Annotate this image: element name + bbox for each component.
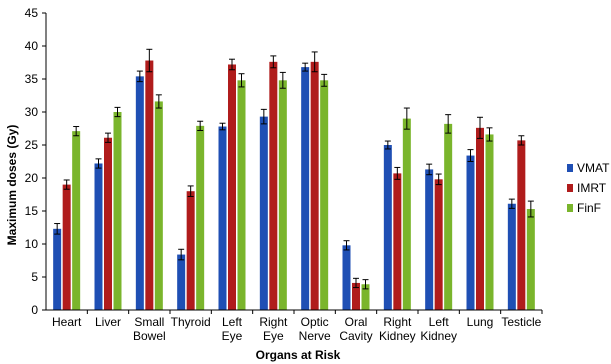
legend-label-vmat: VMAT	[577, 161, 610, 175]
x-tick-label: Liver	[95, 315, 121, 329]
bar-imrt	[62, 184, 71, 310]
bar-vmat	[342, 245, 351, 310]
bar-vmat	[259, 116, 268, 311]
legend-swatch-finf	[567, 204, 573, 212]
bar-imrt	[145, 60, 154, 310]
bar-imrt	[186, 191, 195, 310]
x-tick-label: Testicle	[501, 315, 541, 329]
x-axis-ticks: Heart Liver Small Bowel Thyroid Left Eye Right E…	[52, 310, 543, 343]
bar-vmat	[94, 163, 103, 310]
bar-imrt	[393, 173, 402, 310]
x-tick-label: Heart	[52, 315, 82, 329]
bar-finf	[278, 80, 287, 310]
bar-finf	[196, 125, 205, 310]
bar-finf	[154, 101, 163, 310]
bar-finf	[72, 131, 81, 310]
bar-imrt	[104, 137, 112, 310]
bar-vmat	[53, 228, 62, 310]
legend-label-finf: FinF	[577, 201, 601, 215]
legend-label-imrt: IMRT	[577, 181, 607, 195]
bar-finf	[444, 123, 453, 310]
y-tick-label: 0	[31, 303, 38, 317]
legend-swatch-imrt	[567, 184, 573, 192]
y-axis-ticks: 0 5 10 15 20 25 30 35 40 45	[25, 6, 46, 317]
y-tick-label: 30	[25, 105, 39, 119]
y-tick-label: 35	[25, 72, 39, 86]
x-tick-label: Left Kidney	[420, 315, 457, 343]
y-tick-label: 25	[25, 138, 39, 152]
bar-vmat	[177, 254, 186, 310]
bars	[53, 60, 535, 311]
x-tick-label: Lung	[467, 315, 494, 329]
bar-finf	[237, 80, 246, 310]
bar-imrt	[228, 64, 236, 310]
bar-imrt	[352, 282, 360, 310]
bar-finf	[361, 284, 370, 310]
bar-finf	[485, 134, 494, 310]
bar-vmat	[507, 203, 516, 310]
x-axis-title: Organs at Risk	[256, 348, 341, 362]
bar-vmat	[425, 169, 434, 310]
bar-imrt	[434, 179, 443, 310]
bar-vmat	[135, 76, 144, 310]
bar-finf	[526, 209, 535, 310]
x-tick-label: Oral Cavity	[339, 315, 372, 343]
bar-vmat	[383, 145, 392, 310]
bar-imrt	[517, 140, 526, 310]
bar-finf	[320, 80, 329, 310]
x-tick-label: Small Bowel	[133, 315, 166, 343]
bar-vmat	[301, 67, 310, 311]
y-tick-label: 45	[25, 6, 39, 20]
x-tick-label: Left Eye	[222, 315, 243, 343]
x-tick-label: Right Eye	[259, 315, 288, 343]
bar-imrt	[269, 61, 278, 311]
bar-vmat	[466, 155, 475, 310]
bar-vmat	[218, 126, 227, 311]
bar-imrt	[476, 127, 484, 310]
legend: VMAT IMRT FinF	[567, 161, 610, 215]
y-tick-label: 20	[25, 171, 39, 185]
x-tick-label: Optic Nerve	[299, 315, 331, 343]
y-tick-label: 40	[25, 39, 39, 53]
x-tick-label: Thyroid	[171, 315, 211, 329]
bar-finf	[113, 112, 122, 310]
error-bars	[54, 48, 534, 290]
y-axis-title: Maximum doses (Gy)	[5, 125, 19, 246]
x-tick-label: Right Kidney	[379, 315, 416, 343]
y-tick-label: 15	[25, 204, 39, 218]
bar-imrt	[310, 61, 319, 311]
bar-finf	[402, 118, 411, 310]
legend-swatch-vmat	[567, 164, 573, 172]
y-tick-label: 10	[25, 237, 39, 251]
y-tick-label: 5	[31, 270, 38, 284]
